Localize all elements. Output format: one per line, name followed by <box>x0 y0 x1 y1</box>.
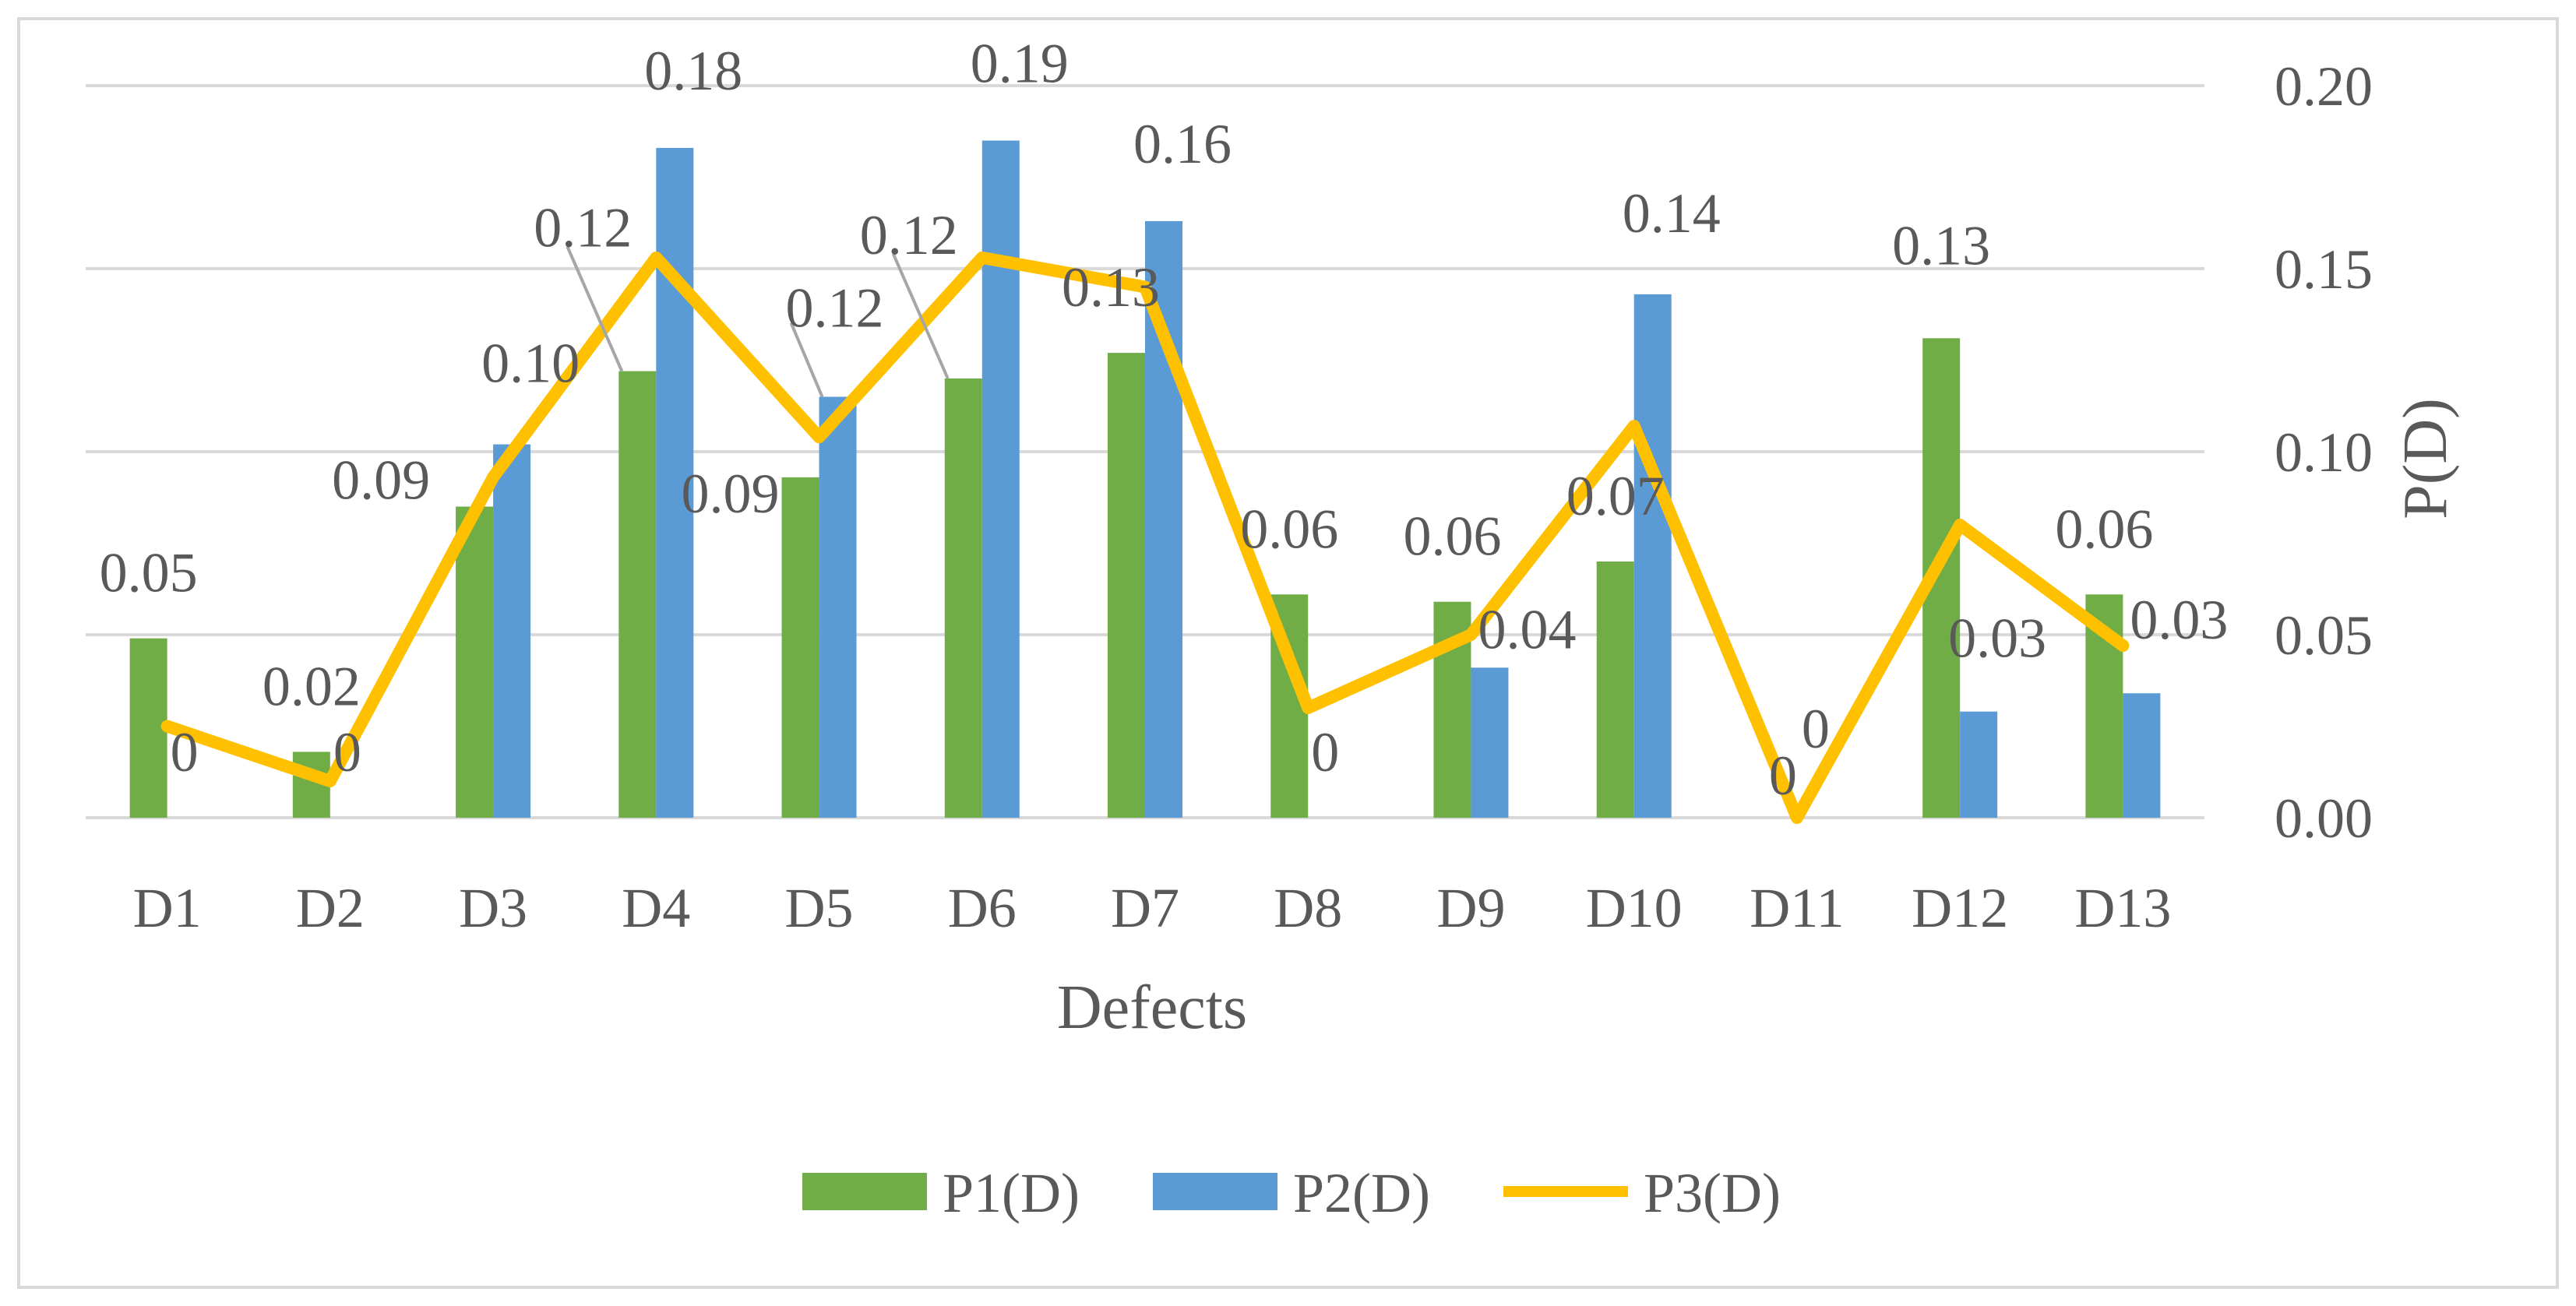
bar-p2 <box>819 396 857 818</box>
legend-swatch <box>1153 1173 1277 1210</box>
data-label-p1: 0.06 <box>1240 498 1338 560</box>
x-tick-label: D4 <box>622 877 690 939</box>
bar-p1 <box>1596 561 1634 818</box>
line-series <box>160 251 2130 824</box>
y-tick-label: 0.15 <box>2275 238 2373 301</box>
leader-line <box>891 253 950 379</box>
x-tick-label: D8 <box>1274 877 1342 939</box>
bar-p1 <box>456 506 494 818</box>
bar-p1 <box>129 638 167 818</box>
y-tick-label: 0.00 <box>2275 787 2373 850</box>
data-label-p2: 0.10 <box>481 333 580 395</box>
data-labels: 0.0500.0200.090.100.120.180.090.120.120.… <box>100 33 2229 808</box>
data-label-p2: 0.04 <box>1478 598 1576 660</box>
y-tick-label: 0.10 <box>2275 421 2373 484</box>
bar-p2 <box>493 444 531 818</box>
x-axis-title: Defects <box>1057 973 1247 1042</box>
data-label-p1: 0.02 <box>263 655 361 717</box>
x-tick-label: D13 <box>2074 877 2171 939</box>
data-label-p1: 0.07 <box>1566 465 1665 527</box>
data-label-p2: 0.16 <box>1133 113 1232 175</box>
data-label-p2: 0 <box>171 721 199 783</box>
bar-p1 <box>944 378 982 818</box>
bar-p1 <box>618 371 657 818</box>
data-label-p1: 0.12 <box>860 204 958 266</box>
data-label-p2: 0.14 <box>1623 182 1721 245</box>
legend-swatch <box>802 1173 927 1210</box>
data-label-p1: 0.06 <box>2055 498 2153 560</box>
x-tick-label: D3 <box>459 877 527 939</box>
bar-p2 <box>981 140 1020 818</box>
data-label-p2: 0 <box>333 721 361 783</box>
y-tick-label: 0.20 <box>2275 55 2373 118</box>
data-label-p2: 0.03 <box>1948 607 2046 670</box>
line-p3 <box>160 251 2130 824</box>
x-tick-label: D7 <box>1111 877 1179 939</box>
x-tick-label: D12 <box>1912 877 2008 939</box>
data-label-p1: 0.13 <box>1062 256 1160 319</box>
bar-p2 <box>1960 711 1998 818</box>
data-label-p2: 0.18 <box>644 40 742 102</box>
data-label-p1: 0.09 <box>682 463 780 525</box>
bar-p2 <box>1633 294 1672 818</box>
data-label-p1: 0.09 <box>332 449 430 512</box>
legend-label: P3(D) <box>1644 1162 1781 1224</box>
data-label-p1: 0.05 <box>100 542 198 604</box>
leader-line <box>789 322 824 398</box>
label-leader-lines <box>566 245 950 398</box>
data-label-p2: 0 <box>1311 721 1339 783</box>
data-label-p2: 0 <box>1802 698 1830 760</box>
data-label-p1: 0.13 <box>1892 214 1990 276</box>
bar-p1 <box>1108 353 1145 818</box>
y-axis-title: P(D) <box>2391 398 2460 519</box>
x-tick-label: D11 <box>1750 877 1844 939</box>
data-label-p1: 0.06 <box>1403 505 1501 568</box>
data-label-p2: 0.12 <box>786 277 884 340</box>
axes: Defects P(D) 0.00 0.05 0.10 0.15 0.20 D1 D2 D3 D… <box>133 55 2460 1042</box>
bar-p1 <box>781 477 819 818</box>
leader-line <box>566 245 624 372</box>
y-tick-label: 0.05 <box>2275 604 2373 667</box>
data-label-p1: 0.12 <box>534 197 632 259</box>
x-tick-label: D10 <box>1586 877 1683 939</box>
legend: P1(D) P2(D) P3(D) <box>802 1162 1781 1224</box>
legend-label: P1(D) <box>943 1162 1080 1224</box>
x-tick-label: D6 <box>948 877 1017 939</box>
x-tick-label: D9 <box>1436 877 1505 939</box>
bar-p2 <box>2123 693 2161 818</box>
bar-p2 <box>1471 667 1509 818</box>
x-tick-label: D1 <box>133 877 202 939</box>
data-label-p2: 0.19 <box>971 33 1069 95</box>
x-tick-label: D2 <box>296 877 365 939</box>
data-label-p1: 0 <box>1769 745 1797 807</box>
data-label-p2: 0.03 <box>2130 589 2228 651</box>
legend-label: P2(D) <box>1293 1162 1430 1224</box>
x-tick-label: D5 <box>785 877 854 939</box>
